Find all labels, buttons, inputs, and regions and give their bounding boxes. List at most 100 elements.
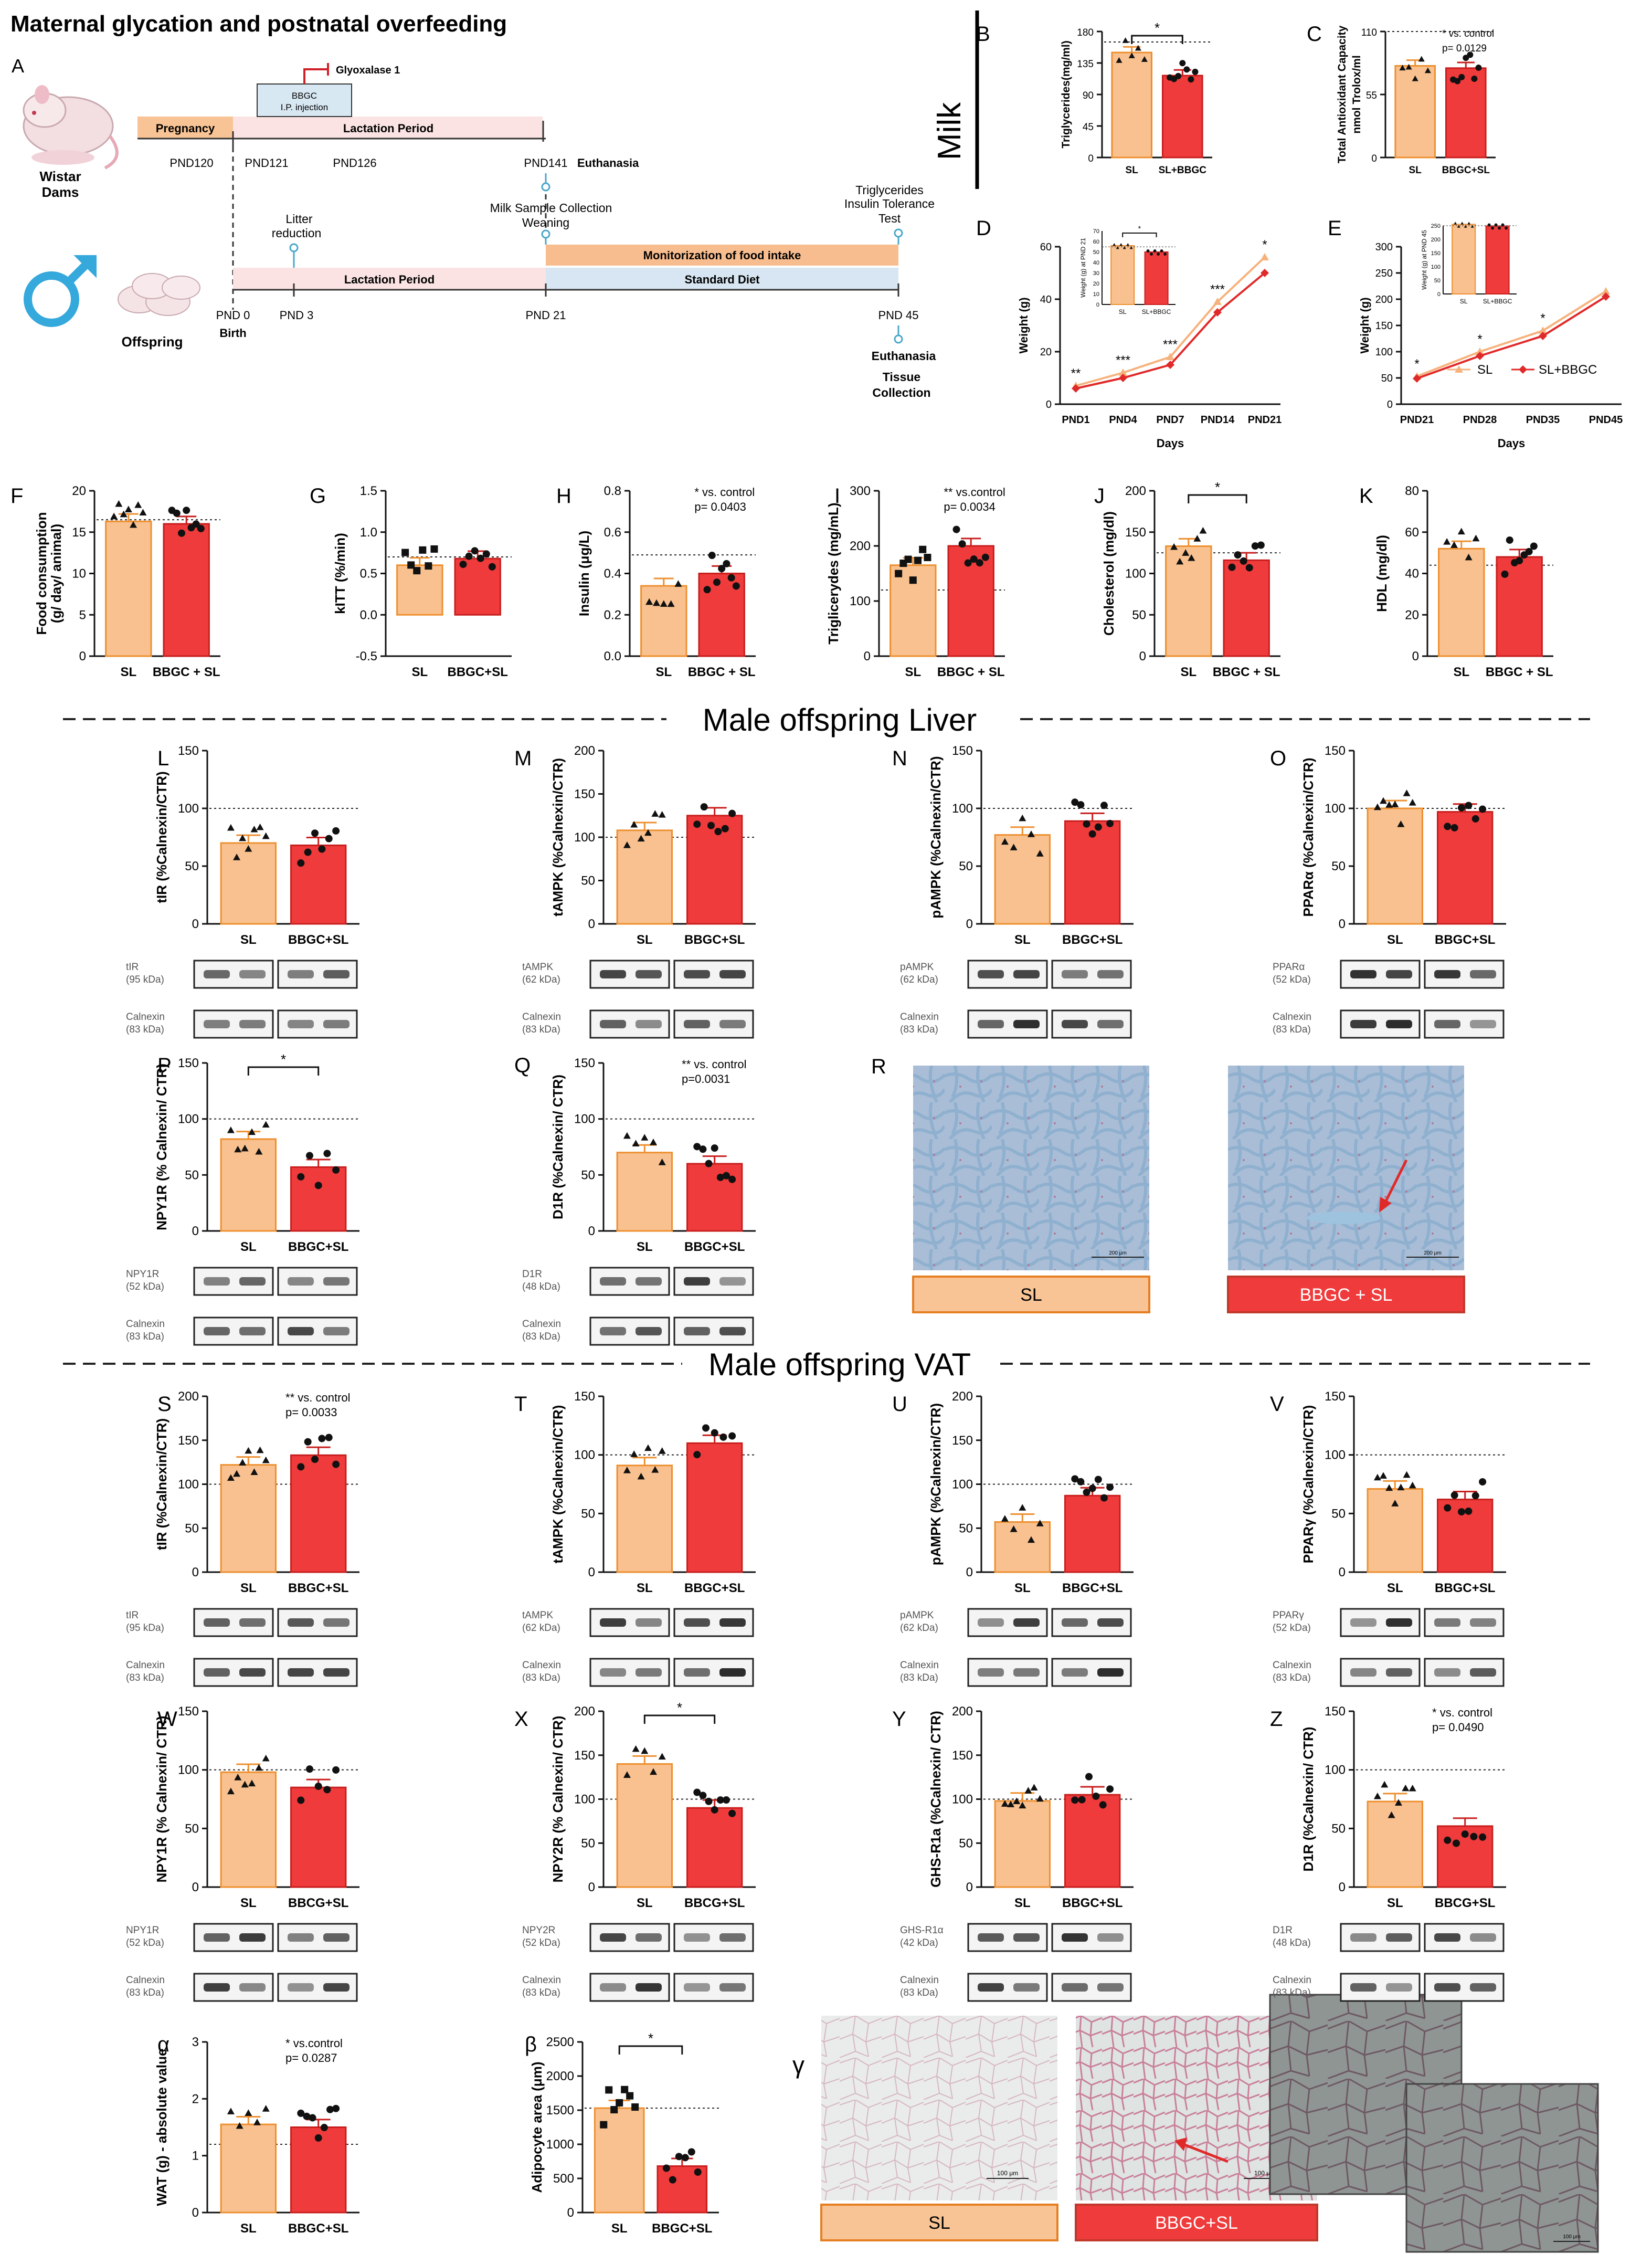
y-tick-label: 1.5 [360, 484, 377, 498]
y-tick-label: 0 [588, 1880, 595, 1894]
significance-text: * vs. control [1432, 1706, 1492, 1719]
data-point [1106, 819, 1114, 827]
y-axis-label: PPARγ (%Calnexin/CTR) [1300, 1405, 1316, 1563]
bar-chart-J: J 0 50 100 150 200 Cholesterol (mg/dl) SL BBGC +… [1094, 479, 1280, 679]
significance-text: p= 0.0287 [285, 2051, 337, 2065]
data-point [256, 823, 264, 830]
data-point [239, 1459, 247, 1466]
x-tick-label: SL [1180, 665, 1196, 679]
blot-band [288, 1983, 314, 1992]
data-point [703, 586, 711, 594]
series-line-bbgc [1416, 296, 1607, 380]
data-point [728, 809, 736, 817]
data-point [623, 1771, 631, 1778]
scale-bar-label: 200 μm [1109, 1250, 1127, 1256]
data-point [728, 1809, 736, 1817]
y-tick-label: 50 [185, 1168, 199, 1182]
scale-bar-label: 100 μm [1563, 2234, 1581, 2240]
y-tick-label: 50 [1331, 1821, 1346, 1836]
y-tick-label: 100 [1125, 567, 1146, 581]
x-tick-label: SL [1453, 665, 1469, 679]
data-point [976, 559, 983, 567]
data-point [728, 1175, 736, 1183]
data-point [1443, 538, 1451, 545]
y-tick-label: 50 [1093, 249, 1099, 256]
data-point [616, 2099, 623, 2106]
data-point [227, 1787, 235, 1795]
lactation-bottom-label: Lactation Period [344, 273, 435, 286]
blot-band [239, 1618, 266, 1627]
data-point [1409, 1784, 1416, 1792]
scale-bar-label: 100 μm [997, 2169, 1018, 2177]
data-point [332, 1166, 340, 1174]
blot-band [288, 1277, 314, 1286]
x-tick-label: BBGC+SL [1062, 1581, 1122, 1595]
y-axis-label: WAT (g) - absolute value [154, 2049, 170, 2206]
data-point [1036, 1795, 1044, 1802]
y-tick-label: 150 [178, 1704, 199, 1719]
western-blot-Z: D1R(48 kDa) Calnexin(83 kDa) [1273, 1923, 1505, 2002]
data-point [471, 547, 479, 555]
bar-sl [1367, 1800, 1424, 1888]
data-point [1245, 564, 1253, 572]
blot-band [1434, 1020, 1460, 1028]
data-point [1380, 1472, 1388, 1479]
data-point [314, 1782, 322, 1790]
significance-text: p= 0.0033 [285, 1406, 337, 1419]
data-point [1113, 243, 1116, 246]
blot-band-label: Calnexin [1273, 1012, 1311, 1023]
blot-band [719, 1618, 746, 1627]
data-point [924, 554, 931, 562]
litter-label: Litter [285, 212, 312, 226]
blot-band-label: tIR [126, 1610, 139, 1621]
data-point [641, 1134, 649, 1141]
data-point [1471, 815, 1479, 823]
data-point [1030, 1784, 1038, 1790]
y-tick-label: 150 [574, 1056, 595, 1070]
y-tick-label: 0 [1412, 649, 1419, 663]
blot-band [684, 970, 710, 978]
blot-band-label: Calnexin [900, 1660, 939, 1671]
series-line-sl [1416, 290, 1607, 377]
milk-label: Milk [931, 102, 968, 160]
data-point [1461, 1830, 1469, 1838]
blot-band-label: pAMPK [900, 1610, 934, 1621]
data-point [425, 562, 432, 570]
blot-band [636, 1618, 662, 1627]
x-tick-label: SL [240, 1240, 257, 1254]
y-tick-label: 50 [1132, 608, 1146, 622]
blot-band [978, 1933, 1004, 1942]
blot-band [719, 1933, 746, 1942]
y-tick-label: 0 [1437, 291, 1441, 298]
x-tick-label: SL [1387, 933, 1403, 947]
data-point [623, 1467, 631, 1473]
y-tick-label: 100 [574, 1112, 595, 1126]
bbgc-caption: BBGC + SL [1300, 1285, 1393, 1305]
inset-bar [1485, 225, 1510, 294]
data-point [1083, 820, 1090, 828]
y-tick-label: 0.5 [360, 567, 377, 581]
blot-kda-label: (52 kDa) [1273, 974, 1311, 985]
blot-band [1470, 1618, 1496, 1627]
data-point [234, 1145, 242, 1153]
data-point [1460, 222, 1464, 225]
x-axis-label: Days [1157, 437, 1184, 450]
blot-kda-label: (83 kDa) [522, 1331, 560, 1342]
panel-letter: L [157, 747, 169, 770]
panel-letter: U [892, 1393, 907, 1416]
data-point [1183, 66, 1190, 73]
data-point [1454, 78, 1461, 85]
western-blot-W: NPY1R(52 kDa) Calnexin(83 kDa) [126, 1923, 358, 2002]
data-point [727, 574, 735, 582]
bar-sl [220, 1138, 277, 1232]
y-axis-label: Weight (g) at PND 21 [1079, 238, 1087, 298]
significance-star: * [1155, 20, 1160, 36]
western-blot-T: tAMPK (62 kDa) Calnexin(83 kDa) [522, 1608, 754, 1687]
y-tick-label: 250 [1375, 268, 1393, 279]
blot-band [323, 970, 350, 978]
x-axis-label: Days [1498, 437, 1526, 450]
blot-band [239, 1983, 266, 1992]
legend-label: SL+BBGC [1539, 363, 1597, 377]
y-tick-label: 0 [1139, 649, 1146, 663]
data-point [110, 512, 118, 520]
